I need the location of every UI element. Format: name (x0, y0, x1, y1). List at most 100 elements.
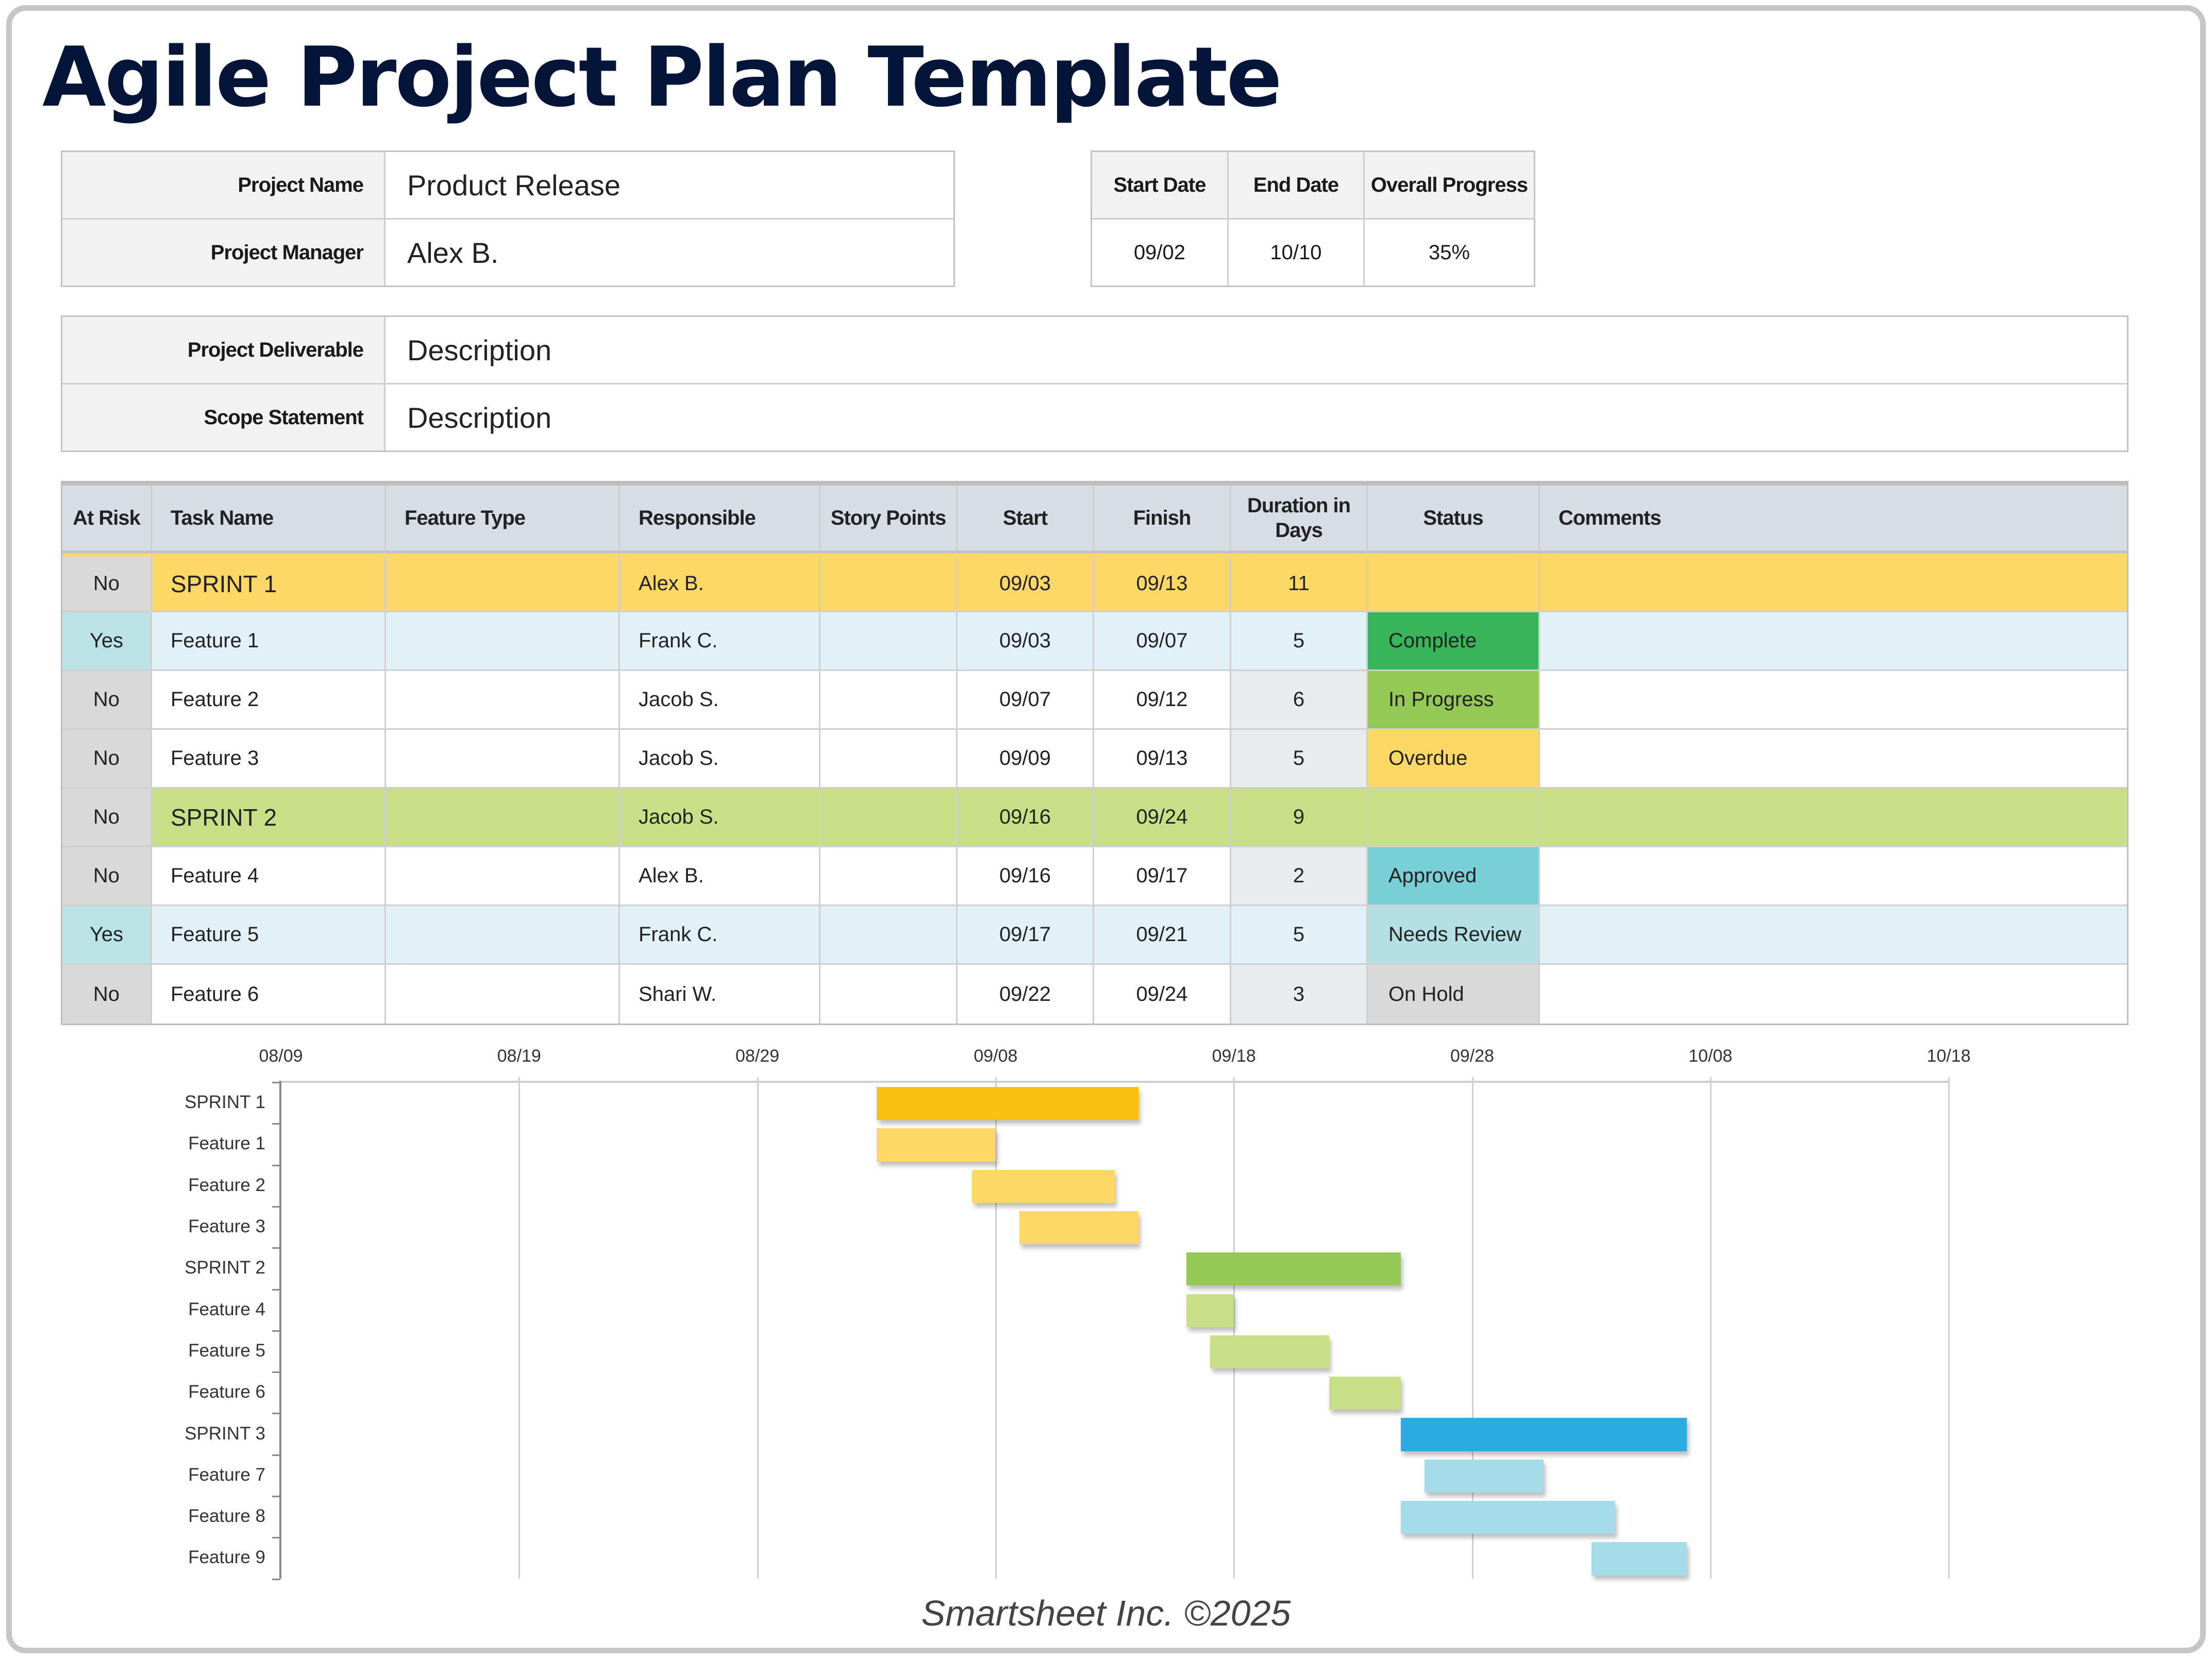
story-points-cell[interactable] (820, 847, 958, 905)
responsible-cell[interactable]: Shari W. (620, 965, 820, 1024)
duration-cell[interactable]: 11 (1231, 557, 1368, 611)
status-cell[interactable] (1368, 557, 1540, 611)
story-points-cell[interactable] (820, 671, 958, 728)
responsible-cell[interactable]: Jacob S. (620, 789, 820, 846)
comments-cell[interactable] (1540, 671, 2127, 728)
gantt-bar[interactable] (1019, 1211, 1139, 1245)
page-title: Agile Project Plan Template (42, 29, 1282, 125)
feature-type-cell[interactable] (386, 671, 620, 728)
finish-date-cell[interactable]: 09/07 (1094, 612, 1231, 669)
status-badge[interactable]: Overdue (1368, 730, 1540, 787)
scope-statement-field[interactable]: Description (407, 401, 552, 434)
feature-type-cell[interactable] (386, 730, 620, 787)
comments-cell[interactable] (1540, 612, 2127, 669)
finish-date-cell[interactable]: 09/17 (1094, 847, 1231, 905)
task-name-cell[interactable]: Feature 3 (152, 730, 386, 787)
finish-date-cell[interactable]: 09/21 (1094, 906, 1231, 963)
gantt-bar[interactable] (1186, 1294, 1234, 1327)
gantt-bar[interactable] (876, 1128, 996, 1162)
finish-date-cell[interactable]: 09/13 (1094, 730, 1231, 787)
at-risk-cell[interactable]: Yes (62, 906, 152, 963)
start-date-cell[interactable]: 09/16 (958, 847, 1094, 905)
feature-type-cell[interactable] (386, 965, 620, 1024)
comments-cell[interactable] (1540, 906, 2127, 963)
gantt-bar[interactable] (1425, 1459, 1544, 1493)
status-badge[interactable]: On Hold (1368, 965, 1540, 1024)
responsible-cell[interactable]: Frank C. (620, 906, 820, 963)
story-points-cell[interactable] (820, 730, 958, 787)
duration-cell[interactable]: 5 (1231, 612, 1368, 669)
task-name-cell[interactable]: Feature 2 (152, 671, 386, 728)
status-badge[interactable]: In Progress (1368, 671, 1540, 728)
start-date-cell[interactable]: 09/03 (958, 557, 1094, 611)
duration-cell[interactable]: 9 (1231, 789, 1368, 846)
duration-cell[interactable]: 3 (1231, 965, 1368, 1024)
start-date-cell[interactable]: 09/22 (958, 965, 1094, 1024)
gantt-bar[interactable] (971, 1169, 1115, 1203)
responsible-cell[interactable]: Jacob S. (620, 671, 820, 728)
task-name-cell[interactable]: Feature 1 (152, 612, 386, 669)
story-points-cell[interactable] (820, 965, 958, 1024)
comments-cell[interactable] (1540, 965, 2127, 1024)
gantt-bar[interactable] (1329, 1377, 1401, 1410)
start-date-cell[interactable]: 09/09 (958, 730, 1094, 787)
finish-date-cell[interactable]: 09/24 (1094, 965, 1231, 1024)
gantt-bar[interactable] (1210, 1335, 1330, 1369)
story-points-cell[interactable] (820, 612, 958, 669)
finish-date-cell[interactable]: 09/12 (1094, 671, 1231, 728)
start-date-cell[interactable]: 09/07 (958, 671, 1094, 728)
task-name-cell[interactable]: SPRINT 1 (152, 557, 386, 611)
duration-cell[interactable]: 5 (1231, 906, 1368, 963)
responsible-cell[interactable]: Frank C. (620, 612, 820, 669)
start-date-field[interactable]: 09/02 (1092, 220, 1229, 286)
status-cell[interactable] (1368, 789, 1540, 846)
finish-date-cell[interactable]: 09/13 (1094, 557, 1231, 611)
status-badge[interactable]: Approved (1368, 847, 1540, 905)
feature-type-cell[interactable] (386, 906, 620, 963)
at-risk-cell[interactable]: No (62, 671, 152, 728)
project-deliverable-field[interactable]: Description (407, 333, 552, 366)
comments-cell[interactable] (1540, 730, 2127, 787)
end-date-field[interactable]: 10/10 (1229, 220, 1365, 286)
duration-cell[interactable]: 2 (1231, 847, 1368, 905)
at-risk-cell[interactable]: No (62, 847, 152, 905)
feature-type-cell[interactable] (386, 789, 620, 846)
gantt-bar[interactable] (1400, 1418, 1687, 1451)
at-risk-cell[interactable]: No (62, 965, 152, 1024)
gantt-bar[interactable] (1400, 1501, 1615, 1534)
story-points-cell[interactable] (820, 789, 958, 846)
gantt-bar[interactable] (1591, 1542, 1687, 1576)
status-badge[interactable]: Needs Review (1368, 906, 1540, 963)
status-badge[interactable]: Complete (1368, 612, 1540, 669)
at-risk-cell[interactable]: Yes (62, 612, 152, 669)
at-risk-cell[interactable]: No (62, 789, 152, 846)
comments-cell[interactable] (1540, 847, 2127, 905)
project-manager-field[interactable]: Alex B. (407, 236, 499, 269)
duration-cell[interactable]: 6 (1231, 671, 1368, 728)
feature-type-cell[interactable] (386, 847, 620, 905)
start-date-cell[interactable]: 09/16 (958, 789, 1094, 846)
at-risk-cell[interactable]: No (62, 557, 152, 611)
responsible-cell[interactable]: Alex B. (620, 557, 820, 611)
finish-date-cell[interactable]: 09/24 (1094, 789, 1231, 846)
start-date-cell[interactable]: 09/03 (958, 612, 1094, 669)
gantt-bar[interactable] (1186, 1252, 1401, 1286)
overall-progress-field[interactable]: 35% (1428, 241, 1470, 264)
start-date-cell[interactable]: 09/17 (958, 906, 1094, 963)
task-name-cell[interactable]: SPRINT 2 (152, 789, 386, 846)
task-name-cell[interactable]: Feature 6 (152, 965, 386, 1024)
feature-type-cell[interactable] (386, 557, 620, 611)
task-name-cell[interactable]: Feature 5 (152, 906, 386, 963)
duration-cell[interactable]: 5 (1231, 730, 1368, 787)
story-points-cell[interactable] (820, 557, 958, 611)
comments-cell[interactable] (1540, 789, 2127, 846)
project-name-field[interactable]: Product Release (407, 169, 621, 202)
responsible-cell[interactable]: Alex B. (620, 847, 820, 905)
story-points-cell[interactable] (820, 906, 958, 963)
responsible-cell[interactable]: Jacob S. (620, 730, 820, 787)
comments-cell[interactable] (1540, 557, 2127, 611)
at-risk-cell[interactable]: No (62, 730, 152, 787)
gantt-bar[interactable] (876, 1087, 1139, 1120)
feature-type-cell[interactable] (386, 612, 620, 669)
task-name-cell[interactable]: Feature 4 (152, 847, 386, 905)
